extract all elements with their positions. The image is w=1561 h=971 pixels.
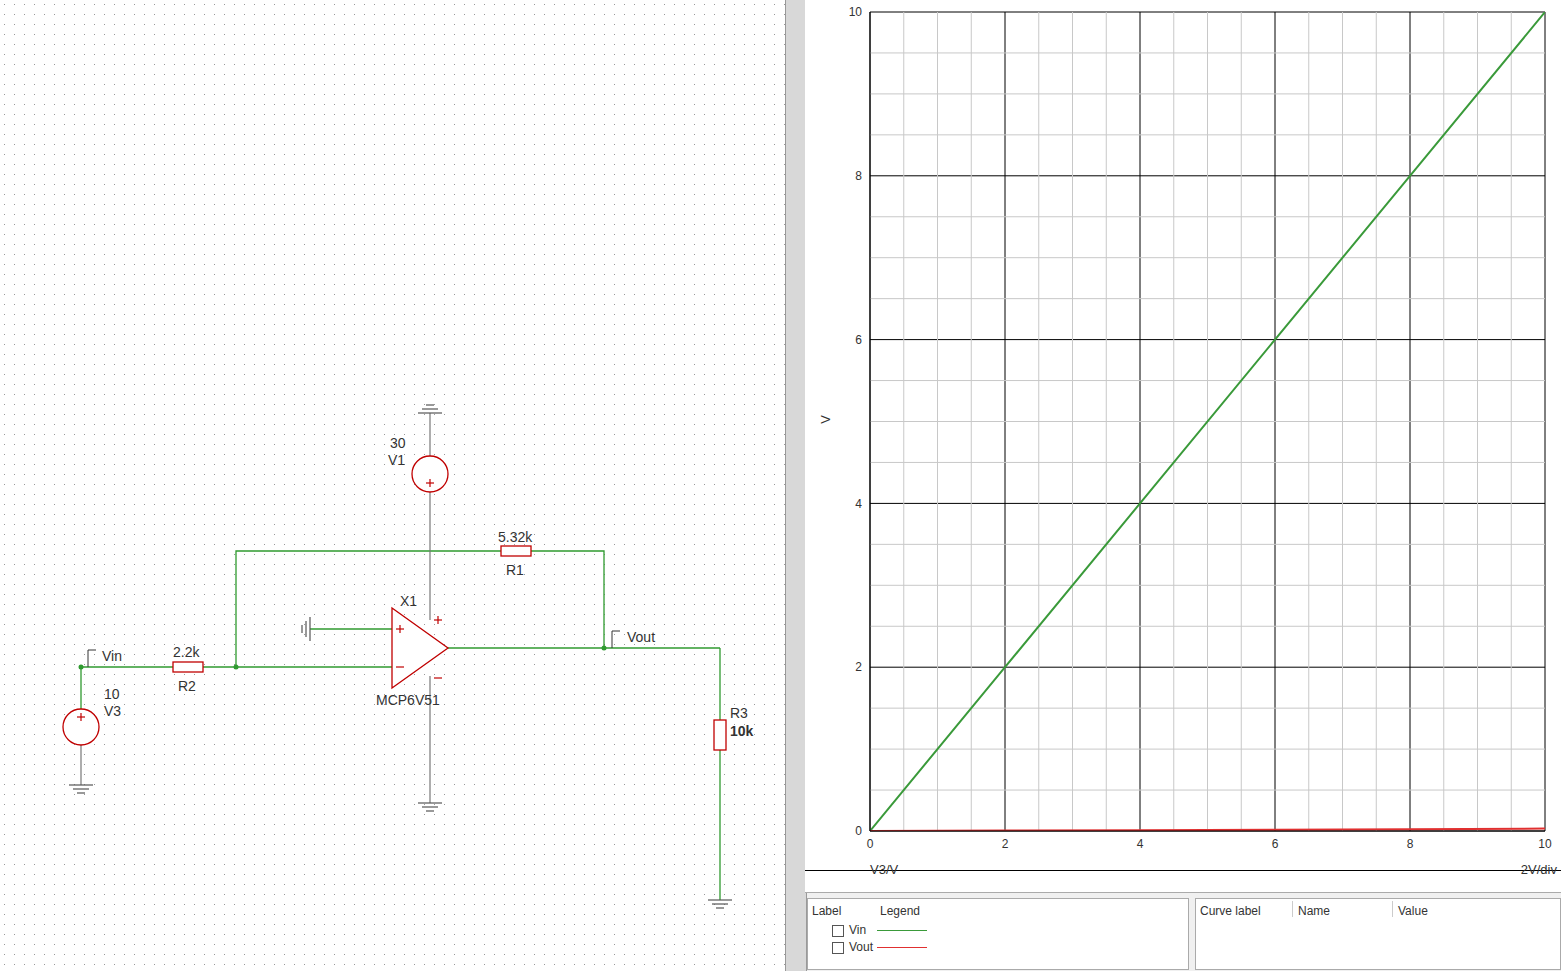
- svg-text:V1: V1: [388, 452, 405, 468]
- svg-text:2: 2: [1002, 837, 1009, 851]
- html-text:Curve label: Curve label: [1200, 904, 1261, 918]
- svg-text:8: 8: [855, 169, 862, 183]
- html-text:V3/V: V3/V: [870, 862, 899, 877]
- html-text:2V/div: 2V/div: [1520, 862, 1557, 877]
- svg-text:V3: V3: [104, 703, 121, 719]
- svg-text:6: 6: [855, 333, 862, 347]
- html-text:V: V: [817, 415, 833, 424]
- svg-text:10: 10: [104, 686, 120, 702]
- svg-text:4: 4: [855, 497, 862, 511]
- html-text:Legend: Legend: [880, 904, 920, 918]
- svg-text:Vout: Vout: [627, 629, 655, 645]
- svg-text:X1: X1: [400, 593, 417, 609]
- svg-text:10: 10: [1538, 837, 1552, 851]
- svg-text:6: 6: [1272, 837, 1279, 851]
- svg-text:R3: R3: [730, 705, 748, 721]
- svg-text:10: 10: [849, 5, 863, 19]
- svg-text:5.32k: 5.32k: [498, 529, 533, 545]
- svg-text:8: 8: [1407, 837, 1414, 851]
- svg-text:R1: R1: [506, 562, 524, 578]
- svg-text:2: 2: [855, 660, 862, 674]
- html-text:Vout: Vout: [849, 940, 873, 954]
- svg-text:2.2k: 2.2k: [173, 644, 200, 660]
- svg-text:Vin: Vin: [102, 648, 122, 664]
- html-text:Vin: Vin: [849, 923, 867, 937]
- html-text:Name: Name: [1298, 904, 1330, 918]
- svg-text:0: 0: [855, 824, 862, 838]
- svg-text:R2: R2: [178, 678, 196, 694]
- html-text:Value: Value: [1398, 904, 1428, 918]
- svg-text:10k: 10k: [730, 723, 754, 739]
- svg-text:30: 30: [390, 435, 406, 451]
- svg-text:0: 0: [867, 837, 874, 851]
- svg-text:MCP6V51: MCP6V51: [376, 692, 440, 708]
- svg-text:4: 4: [1137, 837, 1144, 851]
- html-text:Label: Label: [812, 904, 842, 918]
